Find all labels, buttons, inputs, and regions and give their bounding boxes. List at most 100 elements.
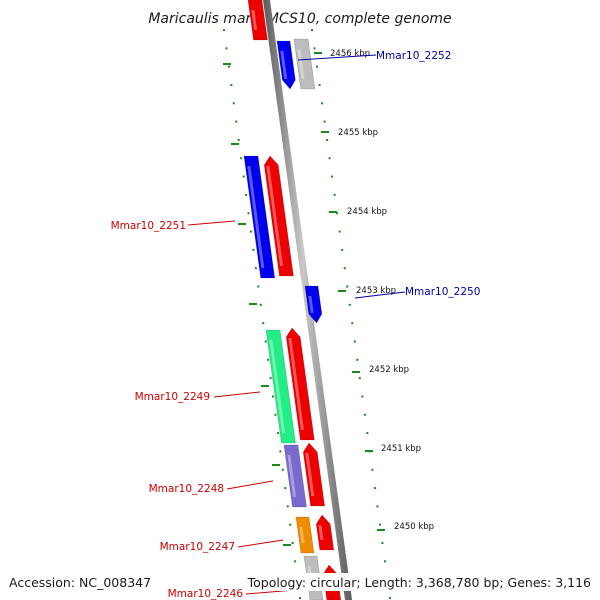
right-guide-dot (328, 157, 331, 160)
gene-blocks (243, 0, 342, 600)
left-guide-dot (291, 542, 294, 545)
right-guide-dot (353, 340, 356, 343)
gene-top-partial-body (247, 0, 268, 41)
major-tick (238, 223, 246, 225)
right-guide-dot (336, 212, 339, 215)
scale-labels: 2456 kbp 2455 kbp 2454 kbp 2453 kbp 2452… (330, 49, 434, 532)
left-guide-dot (254, 267, 257, 270)
gene-labels: Mmar10_2252 Mmar10_2251 Mmar10_2250 Mmar… (111, 50, 481, 600)
gene-mmar10-2250[interactable] (304, 285, 323, 324)
left-guide-dot (262, 322, 265, 325)
major-tick (338, 290, 346, 292)
gene-mmar10-2250-shine (308, 296, 314, 313)
gene-red-2251-shine (266, 166, 284, 266)
major-tick (329, 211, 337, 213)
major-tick (321, 131, 329, 133)
gene-mmar10-2247[interactable] (295, 516, 315, 554)
right-guide-dot (383, 560, 386, 563)
right-guide-dot (346, 285, 349, 288)
gene-mmar10-2252-body (276, 40, 296, 90)
guide-dots (223, 29, 391, 599)
gene-mmar10-2251-shine (247, 166, 265, 268)
left-guide-dot (299, 597, 301, 599)
gene-red-2249[interactable] (285, 327, 315, 441)
right-guide-dot (361, 395, 364, 398)
kbp-label-2454: 2454 kbp (347, 207, 387, 217)
gene-red-2249-shine (288, 338, 304, 430)
kbp-label-2451: 2451 kbp (381, 444, 421, 454)
gene-red-2251-body (263, 155, 294, 277)
left-guide-dot (284, 487, 287, 490)
left-guide-dot (223, 29, 225, 31)
gene-gray-2252[interactable] (293, 38, 316, 90)
right-guide-dot (356, 358, 359, 361)
left-guide-dot (257, 285, 260, 288)
left-guide-dot (235, 120, 238, 123)
kbp-label-2456: 2456 kbp (330, 49, 370, 59)
gene-red-2247[interactable] (315, 514, 335, 551)
leader-lines (187, 54, 406, 595)
kbp-label-2453: 2453 kbp (356, 286, 396, 296)
map-title: Maricaulis maris MCS10, complete genome (148, 11, 451, 27)
major-tick (283, 544, 291, 546)
left-guide-dot (264, 340, 267, 343)
major-tick (249, 303, 257, 305)
right-guide-dot (363, 413, 366, 416)
gene-gray-2252-body (293, 38, 316, 90)
gene-label-mmar10-2246[interactable]: Mmar10_2246 (168, 588, 244, 600)
gene-label-mmar10-2248[interactable]: Mmar10_2248 (149, 483, 224, 495)
gene-label-mmar10-2250[interactable]: Mmar10_2250 (405, 286, 480, 298)
left-guide-dot (294, 560, 297, 563)
left-guide-dot (267, 358, 270, 361)
left-guide-dot (240, 157, 243, 160)
gene-mmar10-2248[interactable] (283, 444, 307, 508)
gene-mmar10-2249-shine (269, 340, 286, 433)
gene-label-mmar10-2252[interactable]: Mmar10_2252 (376, 50, 451, 62)
right-guide-dot (371, 468, 374, 471)
right-guide-dot (311, 29, 313, 31)
gene-mmar10-2251[interactable] (243, 155, 276, 279)
left-guide-dot (259, 303, 262, 306)
major-tick (314, 52, 322, 54)
left-guide-dot (230, 83, 233, 86)
left-guide-dot (272, 395, 275, 398)
right-guide-dot (331, 175, 334, 178)
footer-right-backdrop (258, 573, 594, 591)
gene-mmar10-2250-body (304, 285, 323, 324)
gene-top-partial-shine (251, 10, 258, 30)
left-guide-dot (227, 65, 230, 68)
gene-mmar10-2248-body (283, 444, 307, 508)
gene-label-mmar10-2247[interactable]: Mmar10_2247 (160, 541, 235, 553)
right-guide-dot (389, 597, 391, 599)
right-guide-dot (376, 505, 379, 508)
left-guide-dot (247, 212, 250, 215)
left-guide-dot (279, 450, 282, 453)
gene-red-2248[interactable] (302, 442, 325, 507)
gene-mmar10-2252[interactable] (276, 40, 296, 90)
gene-red-2247-body (315, 514, 335, 551)
right-guide-dot (313, 47, 316, 50)
kbp-label-2450: 2450 kbp (394, 522, 434, 532)
right-guide-dot (318, 83, 321, 86)
major-tick (231, 143, 239, 145)
gene-mmar10-2249[interactable] (265, 329, 296, 444)
gene-top-partial[interactable] (247, 0, 268, 41)
gene-red-2247-shine (318, 525, 324, 540)
left-guide-dot (252, 248, 255, 251)
gene-label-mmar10-2251[interactable]: Mmar10_2251 (111, 220, 186, 232)
gene-mmar10-2247-body (295, 516, 315, 554)
footer-left-backdrop (6, 573, 148, 591)
leader-line-2250 (354, 291, 406, 299)
major-tick (365, 450, 373, 452)
gene-gray-2252-shine (297, 49, 305, 79)
left-guide-dot (249, 230, 252, 233)
gene-label-mmar10-2249[interactable]: Mmar10_2249 (135, 391, 210, 403)
left-guide-dot (225, 47, 228, 50)
major-tick (261, 385, 269, 387)
gene-red-2251[interactable] (263, 155, 294, 277)
major-tick (223, 63, 231, 65)
right-guide-dot (341, 248, 344, 251)
summary-text: Topology: circular; Length: 3,368,780 bp… (247, 575, 591, 590)
left-guide-dot (281, 468, 284, 471)
